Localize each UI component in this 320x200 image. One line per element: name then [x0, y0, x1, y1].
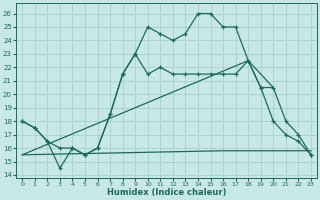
X-axis label: Humidex (Indice chaleur): Humidex (Indice chaleur): [107, 188, 226, 197]
